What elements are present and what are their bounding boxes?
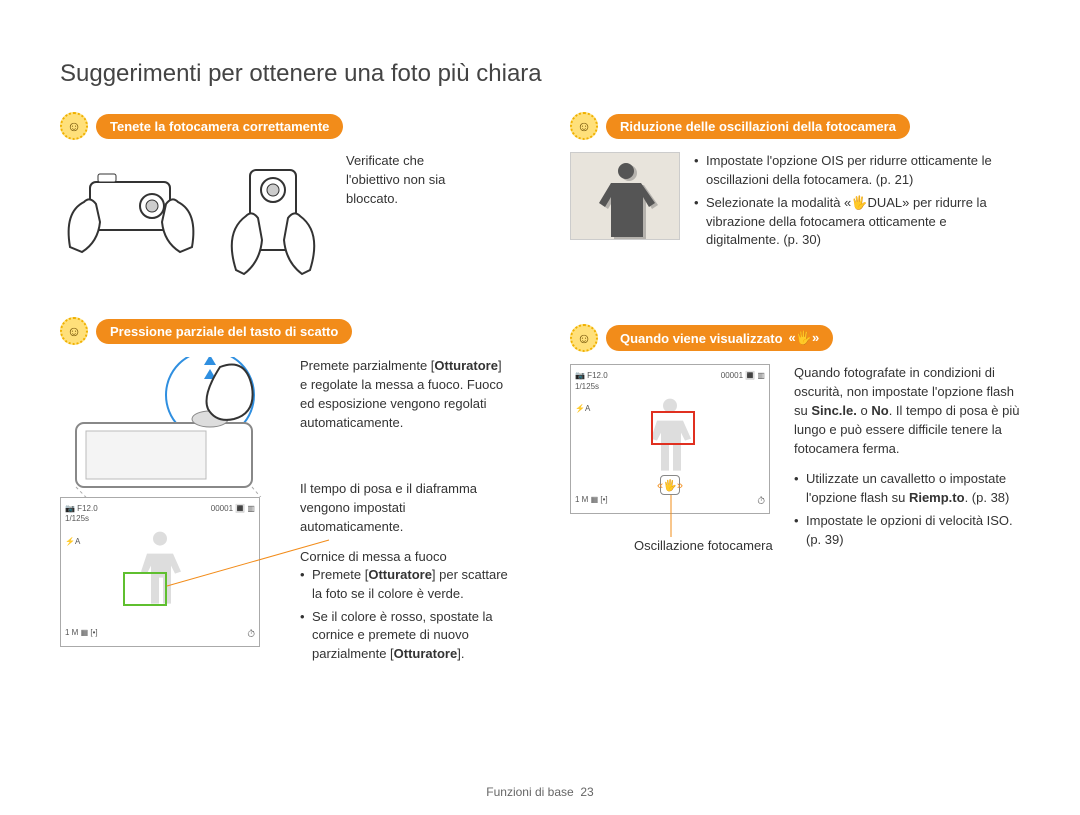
lcd-text: 1 M	[575, 495, 588, 504]
tip-badge-icon: ☺	[570, 112, 598, 140]
text-dark-conditions: Quando fotografate in condizioni di oscu…	[794, 364, 1020, 458]
lcd-text: [•]	[90, 628, 97, 637]
list-item: Impostate le opzioni di velocità ISO. (p…	[794, 512, 1020, 550]
section-reduce-shake: ☺ Riduzione delle oscillazioni della fot…	[570, 112, 1020, 254]
lcd-text: 00001 🔳 ▥	[211, 504, 255, 513]
lcd-preview-red: 📷 F12.0 1/125s ⚡A 00001 🔳 ▥ 1 M ▦ [•] ⏱	[570, 364, 770, 514]
shake-hand-icon: «🖐»	[789, 330, 820, 346]
lcd-text: ▦	[81, 628, 89, 637]
page-title: Suggerimenti per ottenere una foto più c…	[60, 60, 1020, 88]
dual-mode-icon: «🖐DUAL»	[844, 195, 909, 210]
lcd-preview-green: 📷 F12.0 1/125s ⚡A 00001 🔳 ▥ 1 M ▦ [•] ⏱	[60, 497, 260, 647]
list-item: Utilizzate un cavalletto o impostate l'o…	[794, 470, 1020, 508]
illustration-shake	[570, 152, 680, 240]
lcd-text: 📷 F12.0	[65, 504, 98, 514]
lcd-text: ⚡A	[575, 404, 608, 414]
section-hold-camera: ☺ Tenete la fotocamera correttamente	[60, 112, 510, 287]
tip-badge-icon: ☺	[60, 112, 88, 140]
lcd-text: 📷 F12.0	[575, 371, 608, 381]
caption-lens-clear: Verificate che l'obiettivo non sia blocc…	[346, 152, 476, 209]
section-heading: Tenete la fotocamera correttamente	[96, 114, 343, 139]
tip-badge-icon: ☺	[570, 324, 598, 352]
list-item: Selezionate la modalità «🖐DUAL» per ridu…	[694, 194, 1020, 251]
text-auto-exposure: Il tempo di posa e il diaframma vengono …	[300, 480, 510, 537]
lcd-text: ▦	[591, 495, 599, 504]
illustration-half-press	[70, 357, 270, 497]
illustration-hold-vertical	[218, 152, 328, 287]
page-footer: Funzioni di base 23	[0, 785, 1080, 799]
section-when-shake-icon: ☺ Quando viene visualizzato «🖐» 📷 F12.0 …	[570, 324, 1020, 554]
focus-frame-red	[651, 411, 695, 445]
section-heading: Pressione parziale del tasto di scatto	[96, 319, 352, 344]
section-heading: Riduzione delle oscillazioni della fotoc…	[606, 114, 910, 139]
section-heading: Quando viene visualizzato «🖐»	[606, 325, 833, 351]
lcd-text: 1/125s	[575, 382, 608, 392]
shake-warning-icon: «🖐»	[660, 475, 680, 495]
lcd-text: 1 M	[65, 628, 78, 637]
lcd-text: [•]	[600, 495, 607, 504]
text-half-press: Premete parzialmente [Otturatore] e rego…	[300, 357, 510, 432]
callout-shake: Oscillazione fotocamera	[634, 538, 780, 553]
lcd-text: 00001 🔳 ▥	[721, 371, 765, 380]
lcd-text: 1/125s	[65, 514, 98, 524]
tip-badge-icon: ☺	[60, 317, 88, 345]
focus-frame-green	[123, 572, 167, 606]
subheading-focus-frame: Cornice di messa a fuoco	[300, 549, 510, 564]
section-half-press: ☺ Pressione parziale del tasto di scatto	[60, 317, 510, 668]
list-item: Se il colore è rosso, spostate la cornic…	[300, 608, 510, 665]
lcd-text: ⚡A	[65, 537, 98, 547]
list-item: Impostate l'opzione OIS per ridurre otti…	[694, 152, 1020, 190]
lcd-text: ⏱	[247, 629, 255, 640]
lcd-text: ⏱	[757, 496, 765, 507]
list-item: Premete [Otturatore] per scattare la fot…	[300, 566, 510, 604]
illustration-hold-horizontal	[60, 152, 200, 267]
